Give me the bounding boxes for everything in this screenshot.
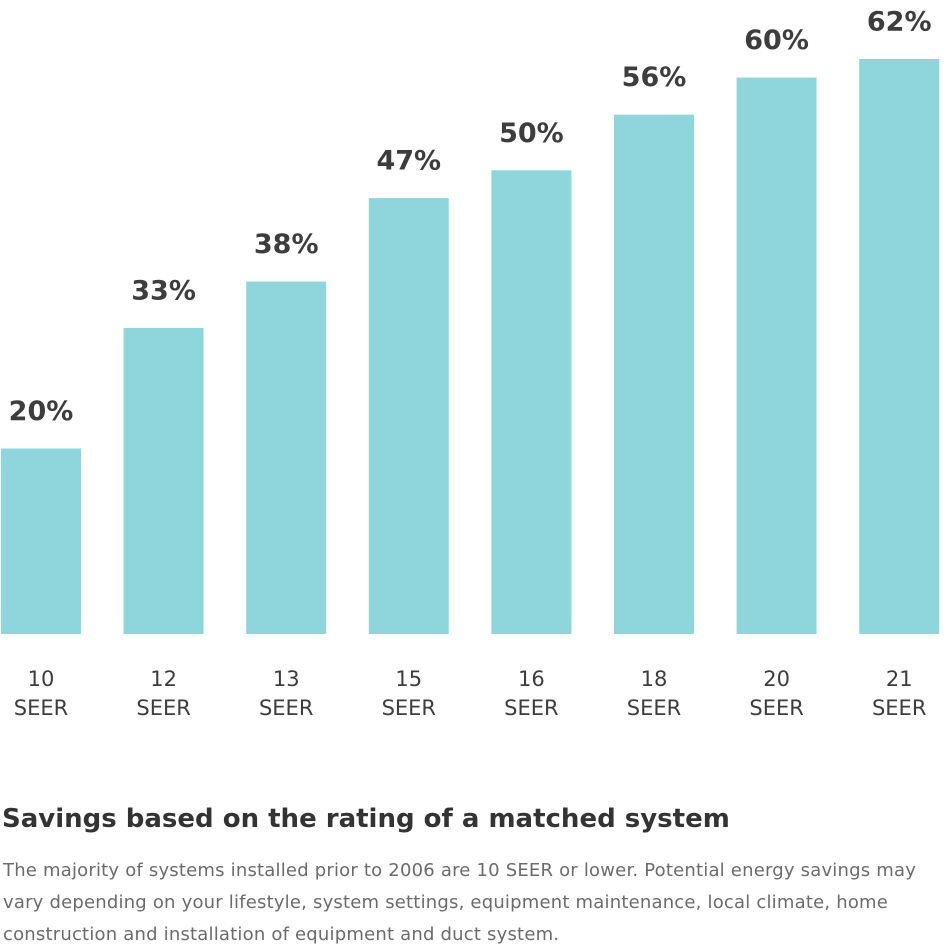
category-number: 10 bbox=[28, 667, 55, 691]
category-unit: SEER bbox=[749, 696, 803, 720]
category-label: 15 SEER bbox=[382, 667, 436, 720]
category-number: 13 bbox=[273, 667, 300, 691]
bar-13-seer bbox=[246, 281, 327, 634]
category-label: 20 SEER bbox=[749, 667, 803, 720]
bar-20-seer bbox=[736, 77, 817, 634]
bar-value-label: 56% bbox=[622, 62, 687, 93]
bar-value-label: 38% bbox=[254, 229, 319, 260]
bar-value-label: 47% bbox=[376, 146, 441, 177]
category-unit: SEER bbox=[259, 696, 313, 720]
category-number: 18 bbox=[641, 667, 668, 691]
bar-value-label: 60% bbox=[744, 25, 809, 56]
category-number: 16 bbox=[518, 667, 545, 691]
category-unit: SEER bbox=[14, 696, 68, 720]
bar-12-seer bbox=[123, 327, 204, 634]
category-number: 21 bbox=[886, 667, 913, 691]
bar-value-label: 50% bbox=[499, 118, 564, 149]
category-unit: SEER bbox=[872, 696, 926, 720]
category-label: 16 SEER bbox=[504, 667, 558, 720]
category-label: 18 SEER bbox=[627, 667, 681, 720]
category-unit: SEER bbox=[504, 696, 558, 720]
bar-value-label: 20% bbox=[9, 396, 74, 427]
category-number: 12 bbox=[150, 667, 177, 691]
category-unit: SEER bbox=[136, 696, 190, 720]
bar-value-label: 33% bbox=[131, 275, 196, 306]
category-unit: SEER bbox=[627, 696, 681, 720]
category-label: 21 SEER bbox=[872, 667, 926, 720]
bar-21-seer bbox=[859, 59, 940, 634]
chart-caption-title: Savings based on the rating of a matched… bbox=[2, 804, 730, 834]
category-number: 20 bbox=[763, 667, 790, 691]
category-label: 10 SEER bbox=[14, 667, 68, 720]
savings-bar-chart: 20% 10 SEER 33% 12 SEER 38% 13 SEER 47% 15 SEER 50% 1… bbox=[1, 7, 940, 720]
bar-16-seer bbox=[491, 170, 572, 634]
category-label: 13 SEER bbox=[259, 667, 313, 720]
bar-10-seer bbox=[1, 448, 81, 634]
bar-18-seer bbox=[614, 114, 694, 635]
bar-15-seer bbox=[368, 198, 449, 634]
bar-value-label: 62% bbox=[867, 7, 932, 38]
category-label: 12 SEER bbox=[136, 667, 190, 720]
chart-caption-body: The majority of systems installed prior … bbox=[3, 860, 917, 945]
category-number: 15 bbox=[395, 667, 422, 691]
category-unit: SEER bbox=[382, 696, 436, 720]
